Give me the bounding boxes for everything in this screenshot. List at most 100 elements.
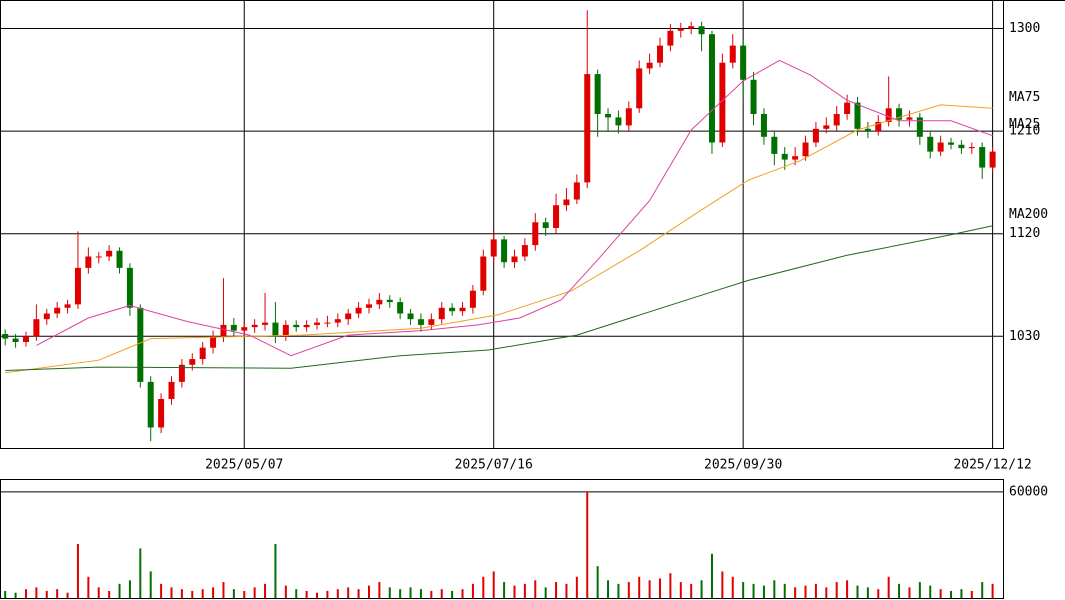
candle-body — [677, 28, 684, 31]
volume-bar — [108, 590, 111, 598]
candle-body — [106, 250, 113, 257]
candle-body — [875, 121, 882, 132]
candle-body — [230, 324, 237, 331]
volume-bar — [357, 589, 360, 598]
volume-bar — [378, 582, 381, 598]
candle-body — [428, 319, 435, 325]
volume-bar — [762, 585, 765, 598]
candle-body — [979, 147, 986, 168]
candle-body — [168, 381, 175, 399]
candle-body — [386, 299, 393, 303]
volume-bar — [710, 553, 713, 598]
volume-bar — [846, 580, 849, 598]
volume-bar — [149, 571, 152, 598]
candle-body — [667, 30, 674, 46]
candle-body — [615, 117, 622, 126]
volume-bar — [825, 587, 828, 598]
candle-body — [293, 324, 300, 328]
candle-body — [532, 222, 539, 246]
volume-bar — [316, 592, 319, 598]
volume-bar — [170, 587, 173, 598]
volume-bar — [679, 582, 682, 598]
volume-bar — [721, 571, 724, 598]
volume-bar — [191, 590, 194, 598]
volume-bar — [950, 590, 953, 598]
candle-body — [657, 45, 664, 63]
candle-body — [449, 307, 456, 312]
candle-body — [864, 128, 871, 132]
candle-body — [178, 364, 185, 382]
candle-body — [469, 290, 476, 308]
volume-frame — [0, 479, 1004, 599]
candle-body — [625, 108, 632, 126]
volume-bar — [565, 583, 568, 598]
y-tick-label: 1210 — [1009, 124, 1040, 139]
volume-bar — [461, 589, 464, 598]
candle-body — [282, 324, 289, 337]
candle-body — [854, 102, 861, 129]
candle-body — [927, 136, 934, 152]
volume-bar — [471, 583, 474, 598]
candle-body — [355, 307, 362, 314]
candle-body — [792, 156, 799, 160]
volume-bar — [752, 583, 755, 598]
candle-body — [490, 239, 497, 257]
volume-bar — [305, 590, 308, 598]
volume-bar — [409, 587, 412, 598]
candle-body — [220, 324, 227, 337]
volume-bar — [731, 576, 734, 598]
volume-bar — [336, 589, 339, 598]
volume-bar — [87, 576, 90, 598]
volume-bar — [482, 576, 485, 598]
candle-body — [584, 74, 591, 183]
candle-body — [521, 245, 528, 257]
volume-bar — [284, 585, 287, 598]
volume-bar — [222, 582, 225, 598]
y-tick-label: 1300 — [1009, 21, 1040, 36]
x-tick-label: 2025/12/12 — [953, 458, 1031, 473]
volume-bar — [160, 583, 163, 598]
volume-bar — [669, 573, 672, 598]
candle-body — [480, 256, 487, 291]
volume-bar — [991, 583, 994, 598]
volume-bar — [243, 590, 246, 598]
volume-bar — [523, 583, 526, 598]
volume-bar — [856, 585, 859, 598]
candle-body — [43, 313, 50, 320]
candle-body — [314, 322, 321, 325]
volume-bar — [586, 491, 589, 598]
candle-body — [750, 79, 757, 114]
volume-bar — [201, 589, 204, 598]
candle-body — [896, 108, 903, 120]
x-tick-label: 2025/07/16 — [455, 458, 533, 473]
volume-bar — [451, 590, 454, 598]
volume-bar — [45, 590, 48, 598]
volume-bar — [128, 580, 131, 598]
candle-body — [251, 324, 258, 328]
volume-bar — [783, 583, 786, 598]
candle-body — [438, 307, 445, 320]
volume-bar — [367, 585, 370, 598]
candle-body — [116, 250, 123, 268]
legend-label: MA75 — [1009, 90, 1040, 105]
volume-bar — [295, 589, 298, 598]
volume-bar — [76, 544, 79, 598]
volume-bar — [659, 578, 662, 598]
candle-body — [636, 68, 643, 109]
volume-bar — [399, 589, 402, 598]
volume-bar — [419, 589, 422, 598]
candle-body — [210, 336, 217, 348]
candle-body — [542, 222, 549, 228]
candle-body — [573, 182, 580, 200]
candle-body — [740, 45, 747, 80]
candle-body — [407, 313, 414, 320]
volume-bar — [492, 571, 495, 598]
volume-bar — [804, 585, 807, 598]
candle-body — [916, 117, 923, 137]
candle-body — [22, 336, 29, 342]
candle-body — [833, 113, 840, 126]
volume-bar — [14, 592, 17, 598]
candle-body — [594, 74, 601, 114]
candle-body — [303, 324, 310, 328]
volume-bar — [981, 582, 984, 598]
